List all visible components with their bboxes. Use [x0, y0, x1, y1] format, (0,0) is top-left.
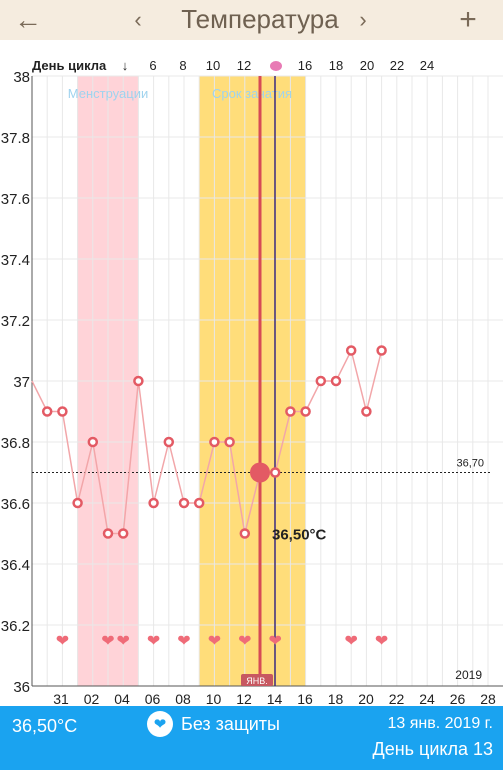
cycle-day-tick: 24: [419, 58, 435, 73]
temperature-point: [117, 528, 129, 539]
temperature-point: [376, 345, 387, 356]
intercourse-heart-icon: ❤: [116, 631, 129, 650]
x-tick-label: 04: [114, 691, 130, 706]
cycle-day-tick: 10: [205, 58, 221, 73]
cycle-day-tick: 8: [179, 58, 187, 73]
y-tick-label: 36.2: [1, 618, 30, 635]
temperature-point: [285, 406, 296, 417]
month-marker-box: [241, 674, 273, 686]
x-tick-label: 10: [206, 691, 222, 706]
intercourse-heart-icon: ❤: [208, 631, 221, 650]
cycle-day-label: День цикла: [32, 58, 107, 73]
temperature-point: [239, 528, 251, 539]
x-tick-label: 28: [480, 691, 496, 706]
cycle-day-tick: 6: [149, 58, 157, 73]
x-tick-label: 16: [297, 691, 313, 706]
temperature-point: [41, 406, 53, 417]
fertile-window-label: Срок зачатия: [212, 86, 292, 101]
month-marker: ЯНВ.: [246, 676, 268, 686]
intercourse-heart-icon: ❤: [101, 631, 114, 650]
intercourse-heart-icon: ❤: [344, 631, 357, 650]
y-tick-label: 37.6: [1, 191, 30, 208]
cycle-day-tick: 12: [236, 58, 252, 73]
x-tick-label: 14: [267, 691, 283, 706]
temperature-point: [72, 497, 83, 509]
x-tick-label: 20: [358, 691, 374, 706]
selected-point: [250, 462, 270, 483]
x-tick-label: 26: [450, 691, 466, 706]
temperature-point: [345, 345, 357, 356]
selected-temperature: 36,50°C: [12, 716, 78, 736]
y-tick-label: 36.6: [1, 496, 30, 513]
y-tick-label: 38: [13, 69, 30, 86]
x-tick-label: 18: [328, 691, 344, 706]
ovulation-icon: [270, 61, 282, 71]
temperature-point: [148, 497, 159, 509]
page-title: Температура: [181, 4, 339, 34]
temperature-point: [330, 375, 342, 387]
intercourse-heart-icon: ❤: [56, 631, 69, 650]
y-tick-label: 37.4: [1, 252, 30, 269]
x-tick-label: 08: [175, 691, 191, 706]
y-tick-label: 36: [13, 679, 30, 696]
temperature-point: [193, 497, 205, 509]
y-tick-label: 37.8: [1, 130, 30, 147]
temperature-point: [57, 406, 68, 417]
status-bar: 36,50°C ❤ Без защиты 13 янв. 2019 г. Ден…: [0, 706, 503, 770]
protection-status[interactable]: ❤ Без защиты: [147, 711, 280, 737]
intercourse-heart-icon: ❤: [238, 631, 251, 650]
back-arrow-icon[interactable]: ←: [14, 4, 42, 35]
temperature-point: [163, 436, 175, 448]
next-icon[interactable]: ›: [359, 7, 367, 32]
temperature-point: [209, 436, 220, 448]
menstruation-label: Менструации: [68, 86, 148, 101]
x-tick-label: 06: [145, 691, 161, 706]
cycle-day-tick: 22: [389, 58, 405, 73]
temperature-point: [87, 436, 99, 448]
temperature-point: [102, 528, 114, 539]
x-tick-label: 12: [236, 691, 252, 706]
coverline-label: 36,70: [456, 458, 484, 470]
y-tick-label: 37.2: [1, 313, 30, 330]
intercourse-heart-icon: ❤: [268, 631, 281, 650]
top-bar: ← ‹ Температура › +: [0, 0, 503, 40]
add-icon[interactable]: +: [459, 3, 477, 36]
temperature-point: [133, 375, 144, 387]
y-tick-label: 37: [13, 374, 30, 391]
intercourse-heart-icon: ❤: [147, 631, 160, 650]
temperature-point: [300, 406, 311, 417]
x-tick-label: 22: [389, 691, 405, 706]
protection-label: Без защиты: [181, 713, 280, 734]
x-tick-label: 31: [53, 691, 69, 706]
cycle-day-header: День цикла ↓ 6 8 10 12 16 18 20 22 24: [0, 56, 503, 76]
temperature-point: [224, 436, 235, 448]
x-tick-label: 24: [419, 691, 435, 706]
temperature-point: [361, 406, 372, 417]
selected-point-label: 36,50°C: [272, 527, 327, 544]
intercourse-heart-icon: ❤: [177, 631, 190, 650]
temperature-chart[interactable]: 38 37.8 37.6 37.4 37.2 37 36.8 36.6 36.4 36.2 36 Ме…: [0, 56, 503, 706]
cycle-day-tick: 20: [359, 58, 375, 73]
x-tick-label: 02: [84, 691, 100, 706]
heart-icon: ❤: [147, 711, 173, 737]
cycle-day-tick: 16: [297, 58, 313, 73]
y-tick-label: 36.8: [1, 435, 30, 452]
selected-cycle-day: День цикла 13: [372, 739, 494, 759]
temperature-point: [315, 375, 327, 387]
temperature-point: [178, 497, 190, 509]
selected-date: 13 янв. 2019 г.: [387, 715, 494, 732]
cycle-day-tick: 18: [328, 58, 344, 73]
cycle-arrow-icon: ↓: [121, 58, 129, 73]
intercourse-heart-icon: ❤: [375, 631, 388, 650]
previous-icon[interactable]: ‹: [134, 7, 142, 32]
year-label: 2019: [455, 668, 482, 682]
y-tick-label: 36.4: [1, 557, 30, 574]
temperature-point: [269, 467, 281, 478]
